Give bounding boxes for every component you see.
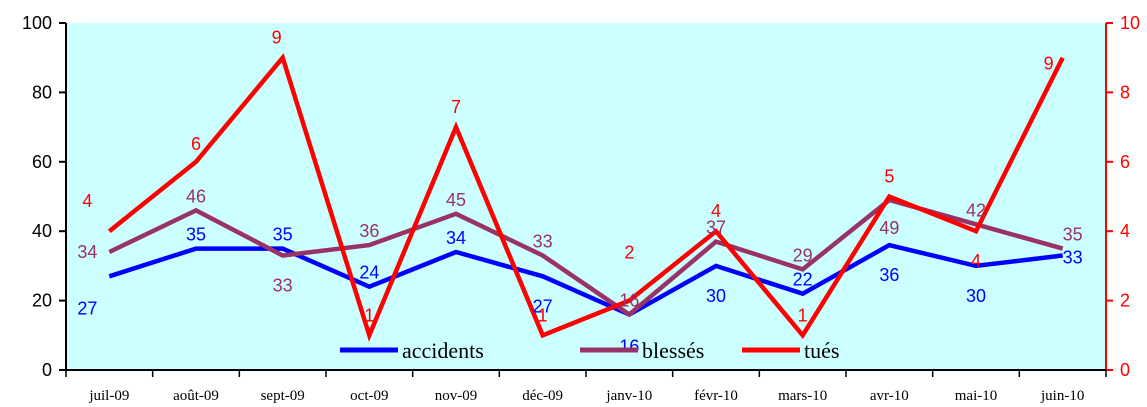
data-label-tués: 1	[798, 305, 808, 325]
data-label-blessés: 36	[359, 221, 379, 241]
data-label-accidents: 33	[1063, 247, 1083, 267]
y-right-tick-label: 10	[1120, 13, 1140, 33]
x-tick-label: déc-09	[522, 388, 563, 404]
y-left-tick-label: 60	[32, 152, 52, 172]
y-right-tick-label: 2	[1120, 291, 1130, 311]
legend-label-accidents: accidents	[402, 338, 484, 363]
data-label-accidents: 24	[359, 263, 379, 283]
y-left-tick-label: 40	[32, 221, 52, 241]
y-left-tick-label: 0	[42, 360, 52, 380]
data-label-accidents: 22	[793, 270, 813, 290]
y-left-tick-label: 20	[32, 291, 52, 311]
data-label-tués: 4	[82, 191, 92, 211]
data-label-accidents: 35	[186, 225, 206, 245]
data-label-tués: 1	[364, 305, 374, 325]
x-tick-label: sept-09	[261, 388, 305, 404]
data-label-tués: 7	[451, 97, 461, 117]
x-tick-label: févr-10	[694, 388, 738, 404]
data-label-tués: 9	[1044, 54, 1054, 74]
data-label-blessés: 33	[533, 231, 553, 251]
x-tick-label: nov-09	[435, 388, 478, 404]
legend-label-blessés: blessés	[642, 338, 704, 363]
data-label-blessés: 46	[186, 186, 206, 206]
data-label-tués: 4	[711, 201, 721, 221]
y-right-tick-label: 4	[1120, 221, 1130, 241]
data-label-blessés: 16	[619, 290, 639, 310]
data-label-accidents: 30	[706, 286, 726, 306]
y-right-tick-label: 0	[1120, 360, 1130, 380]
x-tick-label: oct-09	[350, 388, 388, 404]
data-label-accidents: 36	[879, 265, 899, 285]
data-label-tués: 6	[191, 134, 201, 154]
legend: accidents blessés tués	[340, 338, 839, 363]
data-label-blessés: 37	[706, 218, 726, 238]
x-tick-label: mai-10	[955, 388, 998, 404]
data-label-blessés: 45	[446, 190, 466, 210]
data-label-blessés: 34	[77, 242, 97, 262]
y-left-tick-label: 100	[22, 13, 52, 33]
data-label-tués: 9	[272, 28, 282, 48]
data-label-blessés: 49	[879, 218, 899, 238]
x-tick-label: avr-10	[870, 388, 909, 404]
data-label-tués: 4	[971, 251, 981, 271]
data-label-blessés: 35	[1063, 225, 1083, 245]
x-tick-label: août-09	[173, 388, 219, 404]
series-layer	[107, 53, 1065, 342]
data-label-accidents: 27	[533, 296, 553, 316]
legend-label-tués: tués	[804, 338, 839, 363]
data-label-accidents: 35	[273, 225, 293, 245]
plot-area	[66, 23, 1106, 370]
data-label-accidents: 16	[619, 336, 639, 356]
data-label-blessés: 33	[273, 275, 293, 295]
data-label-accidents: 30	[966, 286, 986, 306]
x-tick-label: janv-10	[605, 388, 652, 404]
data-label-blessés: 42	[966, 200, 986, 220]
data-label-blessés: 29	[793, 245, 813, 265]
y-right-tick-label: 8	[1120, 82, 1130, 102]
data-label-accidents: 34	[446, 228, 466, 248]
data-label-tués: 2	[624, 243, 634, 263]
series-line-tués	[107, 53, 1065, 342]
y-left-tick-label: 80	[32, 82, 52, 102]
x-tick-label: juin-10	[1040, 388, 1084, 404]
data-label-tués: 5	[884, 167, 894, 187]
x-tick-label: juil-09	[88, 388, 129, 404]
x-tick-label: mars-10	[778, 388, 827, 404]
data-label-tués: 1	[538, 305, 548, 325]
data-label-accidents: 27	[77, 298, 97, 318]
y-right-tick-label: 6	[1120, 152, 1130, 172]
